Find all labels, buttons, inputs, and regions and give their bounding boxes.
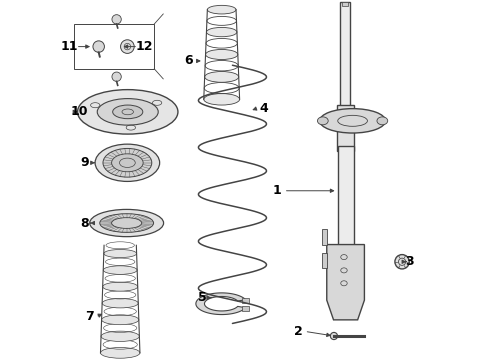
Ellipse shape — [207, 5, 236, 14]
Ellipse shape — [103, 266, 137, 274]
Ellipse shape — [93, 41, 104, 52]
Ellipse shape — [95, 144, 160, 181]
Ellipse shape — [104, 249, 137, 258]
Bar — [243, 298, 249, 303]
Bar — [74, 24, 154, 69]
Ellipse shape — [113, 105, 143, 119]
Ellipse shape — [377, 117, 388, 125]
Ellipse shape — [206, 27, 237, 37]
Ellipse shape — [101, 331, 139, 341]
Bar — [322, 253, 327, 268]
Ellipse shape — [112, 154, 143, 172]
Text: 5: 5 — [197, 291, 206, 304]
Ellipse shape — [205, 72, 239, 82]
Text: 10: 10 — [71, 105, 88, 118]
Bar — [243, 306, 249, 311]
Ellipse shape — [103, 148, 152, 177]
Ellipse shape — [102, 298, 138, 308]
Text: 11: 11 — [61, 40, 78, 53]
Text: 12: 12 — [136, 40, 153, 53]
Ellipse shape — [97, 99, 158, 125]
Bar — [342, 2, 348, 6]
Text: 9: 9 — [80, 156, 89, 169]
Ellipse shape — [112, 72, 122, 81]
Ellipse shape — [100, 214, 153, 232]
Text: 7: 7 — [85, 310, 94, 324]
Ellipse shape — [100, 347, 140, 358]
Ellipse shape — [330, 332, 338, 339]
Text: 6: 6 — [184, 54, 193, 67]
Ellipse shape — [121, 40, 134, 53]
Ellipse shape — [90, 210, 164, 237]
Ellipse shape — [77, 90, 178, 134]
Ellipse shape — [319, 109, 386, 133]
Text: 1: 1 — [273, 184, 282, 197]
Ellipse shape — [204, 94, 240, 105]
Bar — [338, 146, 354, 252]
Bar — [340, 3, 350, 108]
Ellipse shape — [101, 315, 139, 325]
Bar — [322, 229, 327, 244]
Ellipse shape — [112, 15, 122, 24]
Text: 8: 8 — [80, 216, 89, 230]
Text: 3: 3 — [406, 255, 414, 268]
Ellipse shape — [395, 255, 409, 269]
Polygon shape — [327, 244, 365, 320]
Ellipse shape — [318, 117, 328, 125]
Text: 4: 4 — [259, 102, 268, 115]
Bar — [337, 105, 354, 151]
Ellipse shape — [103, 282, 138, 291]
Text: 2: 2 — [294, 325, 302, 338]
Ellipse shape — [205, 49, 238, 59]
Polygon shape — [196, 293, 245, 315]
